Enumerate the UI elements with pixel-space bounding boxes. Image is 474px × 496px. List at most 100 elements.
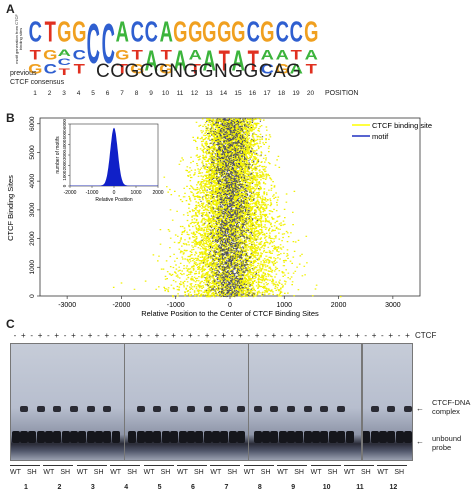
sh-label: SH: [160, 469, 171, 476]
probe-band: [28, 431, 37, 443]
lane-ctcf-sign: -: [113, 331, 117, 340]
logo-letter: A: [188, 47, 202, 63]
logo-letter: A: [159, 18, 173, 49]
sh-label: SH: [394, 469, 405, 476]
y-tick-label: 3000: [29, 202, 36, 217]
panel-b-label: B: [6, 111, 15, 125]
logo-letter: G: [28, 61, 43, 78]
probe-band: [86, 431, 95, 443]
ctcf-scatter-chart: -3000 -2000 -1000 0 1000 2000 3000010002000300…: [6, 116, 432, 318]
lane-ctcf-sign: -: [214, 331, 217, 340]
annotation-complex: CTCF-DNA complex: [432, 398, 470, 416]
consensus-sequence: CCGCGNGGNGGCAG: [96, 61, 302, 82]
probe-band: [403, 431, 412, 443]
position-number: 5: [91, 90, 95, 97]
position-number: 12: [190, 90, 199, 97]
arrow-probe: ←: [416, 437, 424, 446]
lane-ctcf-sign: -: [230, 331, 234, 340]
wt-sh-labels: WT SH WT SH WT SH WT SH WT SH WT SH WT SH WT SH WT SH WT SH…: [0, 0, 474, 476]
position-number: 19: [292, 90, 300, 97]
legend-label-ctcf: CTCF binding site: [372, 121, 432, 130]
wt-label: WT: [310, 469, 322, 476]
probe-band: [78, 431, 87, 443]
probe-band: [61, 431, 70, 443]
logo-letter: A: [202, 46, 216, 77]
lane-ctcf-sign: -: [13, 331, 17, 340]
inset-ylabel: number of motifs: [55, 136, 61, 174]
probe-band: [220, 431, 229, 443]
logo-letter: T: [29, 47, 41, 63]
lane-ctcf-sign: +: [271, 331, 277, 340]
lane-ctcf-sign: +: [355, 331, 360, 340]
group-underline: [76, 465, 107, 466]
b-ylabel: CTCF Binding Sites: [6, 175, 15, 241]
group-underline: [310, 465, 341, 466]
logo-letter: C: [86, 16, 100, 78]
probe-band: [378, 431, 387, 443]
wt-label: WT: [143, 469, 155, 476]
position-number: 16: [248, 90, 257, 97]
lane-ctcf-sign: -: [381, 331, 384, 340]
probe-band: [103, 431, 112, 443]
logo-letter: C: [57, 57, 71, 68]
lane-ctcf-sign: +: [221, 331, 227, 340]
logo-letter: A: [231, 46, 245, 77]
inset-x-tick-label: -1000: [86, 190, 99, 196]
position-number: 7: [120, 90, 124, 97]
lane-ctcf-sign: +: [188, 331, 193, 340]
inset-y-tick-label: 3000: [62, 149, 67, 160]
lane-ctcf-sign: -: [97, 331, 100, 340]
inset-y-tick-label: 0: [62, 184, 67, 187]
logo-letter: C: [246, 18, 260, 49]
probe-band: [312, 431, 321, 443]
position-number: 13: [205, 90, 213, 97]
logo-letter: G: [202, 18, 217, 49]
probe-band: [153, 431, 162, 443]
probe-band: [287, 431, 296, 443]
lane-ctcf-sign: +: [288, 331, 293, 340]
position-number: 18: [277, 90, 286, 97]
wt-label: WT: [243, 469, 255, 476]
inset-xlabel: Relative Position: [95, 197, 132, 203]
sh-label: SH: [60, 469, 71, 476]
lane-ctcf-sign: +: [338, 331, 343, 340]
probe-band: [203, 431, 212, 443]
x-tick-label: -1000: [167, 302, 185, 309]
logo-letter: G: [260, 18, 275, 49]
complex-band: [136, 406, 145, 412]
y-tick-label: 1000: [29, 260, 36, 275]
scatter-axes: -3000 -2000 -1000 0 1000 2000 3000010002000300…: [29, 116, 401, 309]
inset-y-tick-label: 1000: [62, 170, 67, 181]
x-tick-label: 2000: [331, 302, 347, 309]
lane-ctcf-sign: -: [163, 331, 167, 340]
complex-band: [236, 406, 245, 412]
complex-band: [170, 406, 179, 412]
lane-number: 3: [90, 484, 95, 491]
wt-label: WT: [43, 469, 55, 476]
probe-band: [195, 431, 204, 443]
position-number: 15: [234, 90, 242, 97]
logo-letter: G: [274, 61, 289, 78]
complex-band: [103, 406, 112, 412]
position-number: 8: [134, 90, 139, 97]
lane-ctcf-sign: -: [80, 331, 84, 340]
probe-band: [44, 431, 53, 443]
probe-band: [236, 431, 245, 443]
lane-number: 2: [57, 484, 62, 491]
lane-number: 1: [24, 484, 28, 491]
logo-letter: A: [173, 46, 187, 77]
position-number: 4: [76, 90, 81, 97]
logo-letter: A: [115, 18, 129, 49]
complex-band: [19, 406, 28, 412]
logo-letter: G: [173, 18, 188, 49]
logo-letter: T: [290, 47, 302, 63]
inset-x-tick-label: -2000: [64, 190, 77, 196]
position-axis: 1 2 3 4 5 6 7 8 9 10 11 12 13 14 15 16 17 18 19 20: [0, 0, 474, 100]
